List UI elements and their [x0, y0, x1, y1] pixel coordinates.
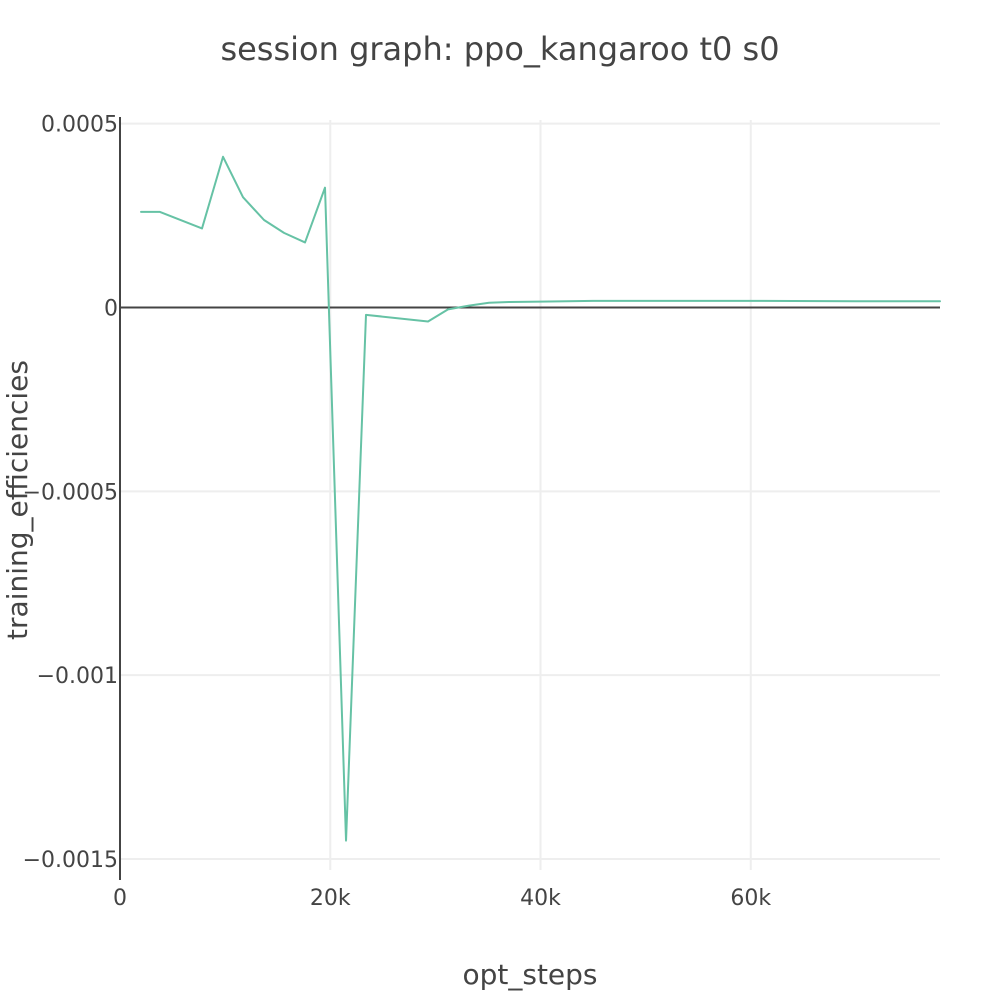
x-tick-label-2: 40k — [520, 886, 561, 911]
series-layer — [140, 155, 941, 842]
y-tick-label-0: 0.0005 — [41, 113, 118, 138]
x-tick-label-0: 0 — [113, 886, 127, 911]
y-tick-label-1: 0 — [104, 297, 118, 322]
y-tick-label-2: −0.0005 — [23, 480, 118, 505]
grid — [120, 120, 940, 870]
x-axis-label: opt_steps — [462, 958, 597, 991]
x-tick-label-3: 60k — [730, 886, 771, 911]
y-axis-label: training_efficiencies — [1, 360, 34, 640]
axes — [119, 117, 940, 880]
y-tick-label-3: −0.001 — [37, 664, 118, 689]
tick-labels: 0 20k 40k 60k 0.0005 0 −0.0005 −0.001 −0.0015 — [23, 113, 772, 911]
x-tick-label-1: 20k — [310, 886, 351, 911]
chart-title: session graph: ppo_kangaroo t0 s0 — [220, 30, 779, 68]
series-line-0 — [140, 155, 941, 842]
y-tick-label-4: −0.0015 — [23, 848, 118, 873]
